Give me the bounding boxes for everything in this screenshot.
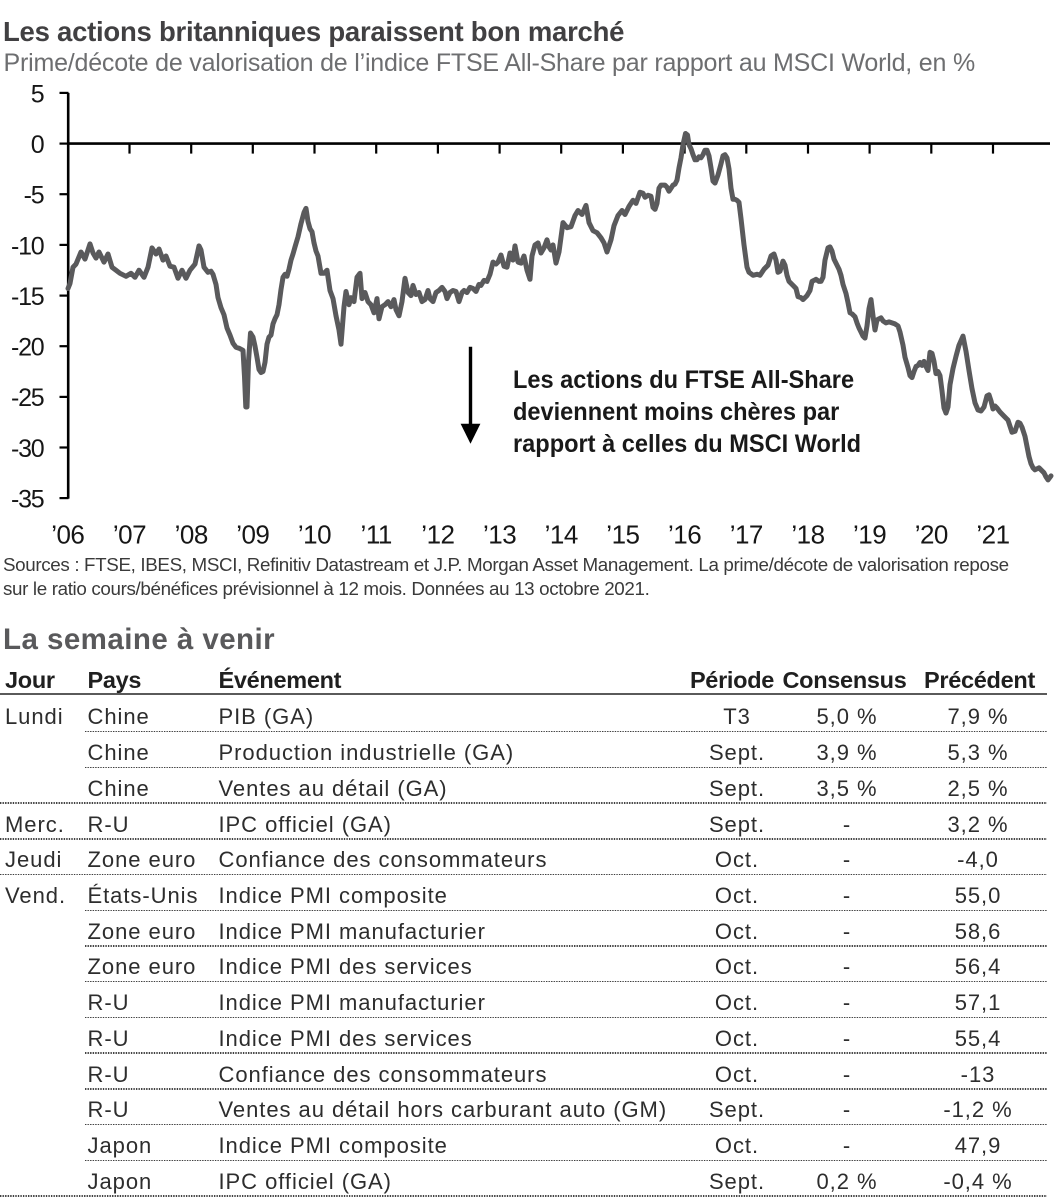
svg-text:5: 5 — [31, 85, 44, 108]
svg-text:’15: ’15 — [606, 520, 639, 550]
svg-text:’08: ’08 — [175, 520, 208, 550]
svg-text:’12: ’12 — [421, 520, 454, 550]
svg-text:’17: ’17 — [730, 520, 763, 550]
svg-text:’16: ’16 — [668, 520, 701, 550]
svg-text:’11: ’11 — [361, 520, 392, 550]
svg-text:-10: -10 — [11, 232, 44, 260]
svg-text:0: 0 — [31, 131, 44, 159]
svg-text:Les actions du FTSE All-Share: Les actions du FTSE All-Share — [513, 367, 854, 395]
svg-text:’09: ’09 — [236, 520, 269, 550]
svg-text:deviennent moins chères par: deviennent moins chères par — [513, 399, 840, 427]
svg-text:’10: ’10 — [298, 520, 331, 550]
svg-text:’18: ’18 — [791, 520, 824, 550]
svg-text:-15: -15 — [11, 283, 44, 311]
svg-text:’07: ’07 — [113, 520, 146, 550]
svg-text:-5: -5 — [24, 182, 44, 210]
svg-text:-30: -30 — [11, 435, 44, 463]
svg-text:’06: ’06 — [51, 520, 84, 550]
svg-text:’20: ’20 — [915, 520, 948, 550]
svg-text:’13: ’13 — [483, 520, 516, 550]
svg-text:-20: -20 — [11, 334, 44, 362]
svg-text:’14: ’14 — [545, 520, 578, 550]
svg-text:rapport à celles du MSCI World: rapport à celles du MSCI World — [513, 431, 861, 459]
svg-text:-35: -35 — [11, 486, 44, 514]
svg-text:-25: -25 — [11, 384, 44, 412]
svg-text:’19: ’19 — [853, 520, 886, 550]
svg-text:’21: ’21 — [976, 520, 1009, 550]
